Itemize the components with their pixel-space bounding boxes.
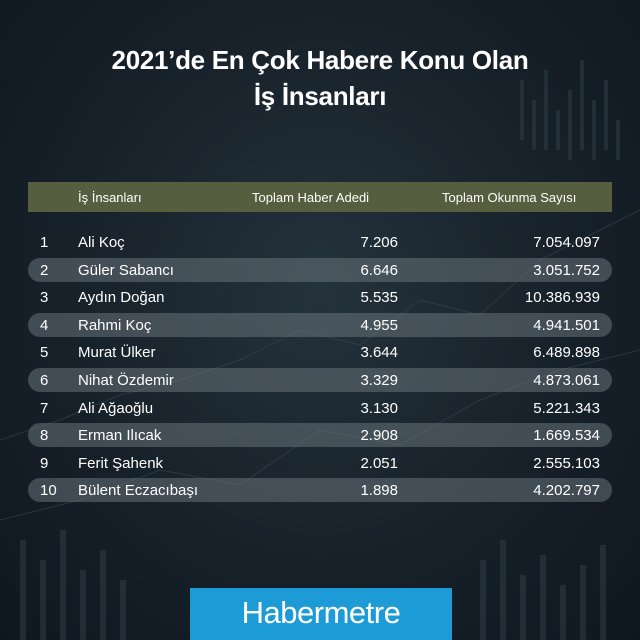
- row-news-count: 7.206: [360, 234, 398, 251]
- header-read-count: Toplam Okunma Sayısı: [442, 190, 577, 205]
- row-read-count: 7.054.097: [533, 234, 600, 251]
- row-read-count: 6.489.898: [533, 344, 600, 362]
- row-rank: 4: [40, 316, 49, 334]
- table-row: 3 Aydın Doğan 5.535 10.386.939: [28, 283, 612, 311]
- table-row: 6 Nihat Özdemir 3.329 4.873.061: [28, 366, 612, 394]
- row-news-count: 3.644: [360, 344, 398, 362]
- row-rank: 1: [40, 234, 49, 251]
- page-title: 2021’de En Çok Habere Konu Olan İş İnsan…: [0, 42, 640, 114]
- row-news-count: 2.908: [360, 427, 398, 445]
- row-name: Erman Ilıcak: [78, 427, 162, 445]
- row-name: Rahmi Koç: [78, 316, 152, 334]
- table-row: 5 Murat Ülker 3.644 6.489.898: [28, 338, 612, 366]
- row-highlight-band: [28, 257, 612, 282]
- row-name: Ali Koç: [78, 234, 125, 251]
- row-name: Murat Ülker: [78, 344, 156, 362]
- header-news-count: Toplam Haber Adedi: [252, 190, 370, 205]
- row-name: Ferit Şahenk: [78, 454, 164, 472]
- row-rank: 3: [40, 289, 49, 307]
- row-read-count: 2.555.103: [533, 454, 600, 472]
- row-read-count: 4.941.501: [533, 316, 600, 334]
- table-row: 8 Erman Ilıcak 2.908 1.669.534: [28, 421, 612, 449]
- title-line-2: İş İnsanları: [253, 81, 387, 111]
- row-name: Güler Sabancı: [78, 261, 174, 279]
- row-news-count: 4.955: [360, 316, 398, 334]
- row-news-count: 3.329: [360, 371, 398, 389]
- row-name: Nihat Özdemir: [78, 371, 174, 389]
- title-line-1: 2021’de En Çok Habere Konu Olan: [111, 45, 529, 75]
- row-rank: 9: [40, 454, 49, 472]
- row-rank: 6: [40, 371, 49, 389]
- row-news-count: 5.535: [360, 289, 398, 307]
- row-name: Bülent Eczacıbaşı: [78, 482, 199, 500]
- table-row: 7 Ali Ağaoğlu 3.130 5.221.343: [28, 394, 612, 422]
- row-name: Ali Ağaoğlu: [78, 399, 154, 417]
- row-news-count: 3.130: [360, 399, 398, 417]
- table-row: 10 Bülent Eczacıbaşı 1.898 4.202.797: [28, 476, 612, 504]
- row-news-count: 6.646: [360, 261, 398, 279]
- row-rank: 8: [40, 427, 49, 445]
- table-row: 4 Rahmi Koç 4.955 4.941.501: [28, 311, 612, 339]
- row-highlight-band: [28, 312, 612, 337]
- table-row: 9 Ferit Şahenk 2.051 2.555.103: [28, 449, 612, 477]
- row-news-count: 1.898: [360, 482, 398, 500]
- row-highlight-band: [28, 423, 612, 448]
- row-read-count: 4.873.061: [533, 371, 600, 389]
- row-read-count: 1.669.534: [533, 427, 600, 445]
- row-read-count: 4.202.797: [533, 482, 600, 500]
- row-read-count: 10.386.939: [524, 289, 600, 307]
- row-rank: 2: [40, 261, 49, 279]
- row-rank: 5: [40, 344, 49, 362]
- header-name: İş İnsanları: [78, 190, 142, 205]
- row-name: Aydın Doğan: [78, 289, 165, 307]
- logo-text: Habermetre: [241, 595, 401, 630]
- row-news-count: 2.051: [360, 454, 398, 472]
- row-rank: 7: [40, 399, 49, 417]
- row-highlight-band: [28, 367, 612, 392]
- row-read-count: 5.221.343: [533, 399, 600, 417]
- row-rank: 10: [40, 482, 57, 500]
- table-body: 1 Ali Koç 7.206 7.054.097 2 Güler Sabancı 6.64…: [28, 228, 612, 504]
- habermetre-logo: Habermetre: [190, 588, 452, 640]
- table-header: İş İnsanları Toplam Haber Adedi Toplam O…: [28, 182, 612, 212]
- table-row: 1 Ali Koç 7.206 7.054.097: [28, 228, 612, 256]
- row-highlight-band: [28, 478, 612, 503]
- row-read-count: 3.051.752: [533, 261, 600, 279]
- ranking-table: İş İnsanları Toplam Haber Adedi Toplam O…: [28, 182, 612, 504]
- table-row: 2 Güler Sabancı 6.646 3.051.752: [28, 256, 612, 284]
